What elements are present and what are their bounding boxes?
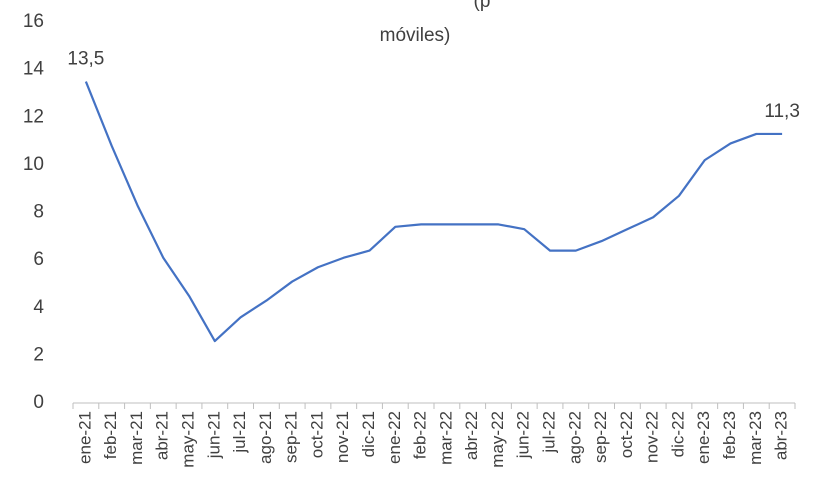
y-tick-label: 10: [23, 154, 44, 175]
x-tick-label: nov-22: [643, 411, 662, 463]
x-tick-label: may-22: [488, 411, 507, 468]
x-tick-label: ene-21: [75, 411, 94, 464]
x-tick-label: sep-21: [282, 411, 301, 463]
x-tick-label: may-21: [179, 411, 198, 468]
y-tick-label: 0: [33, 392, 44, 413]
x-tick-label: ene-22: [385, 411, 404, 464]
x-tick-label: jul-22: [540, 411, 559, 454]
x-tick-label: nov-21: [333, 411, 352, 463]
x-tick-label: abr-21: [153, 411, 172, 460]
x-tick-label: oct-21: [307, 411, 326, 458]
y-tick-label: 4: [33, 297, 44, 318]
x-tick-label: ago-22: [565, 411, 584, 464]
y-tick-label: 14: [23, 59, 45, 80]
x-tick-label: oct-22: [617, 411, 636, 458]
x-tick-label: mar-23: [746, 411, 765, 465]
x-tick-label: jul-21: [230, 411, 249, 454]
x-tick-label: sep-22: [591, 411, 610, 463]
x-tick-label: mar-21: [127, 411, 146, 465]
y-tick-label: 8: [33, 202, 44, 223]
x-tick-label: abr-22: [462, 411, 481, 460]
x-tick-label: jun-21: [204, 411, 223, 459]
x-tick-label: dic-21: [359, 411, 378, 457]
line-series: [84, 81, 783, 343]
x-tick-label: ene-23: [694, 411, 713, 464]
data-label: 11,3: [764, 101, 800, 122]
chart-title: (p: [474, 0, 491, 12]
x-tick-label: ago-21: [256, 411, 275, 464]
y-tick-label: 6: [33, 249, 44, 270]
x-tick-label: jun-22: [514, 411, 533, 459]
y-tick-label: 2: [33, 344, 44, 365]
y-tick-label: 16: [23, 11, 44, 32]
chart-title: móviles): [380, 25, 451, 46]
data-label: 13,5: [67, 49, 104, 70]
x-tick-label: abr-23: [772, 411, 791, 460]
x-tick-label: feb-23: [720, 411, 739, 459]
x-tick-label: feb-21: [101, 411, 120, 459]
x-tick-label: feb-22: [411, 411, 430, 459]
y-tick-label: 12: [23, 106, 44, 127]
x-tick-label: dic-22: [668, 411, 687, 457]
x-tick-label: mar-22: [436, 411, 455, 465]
